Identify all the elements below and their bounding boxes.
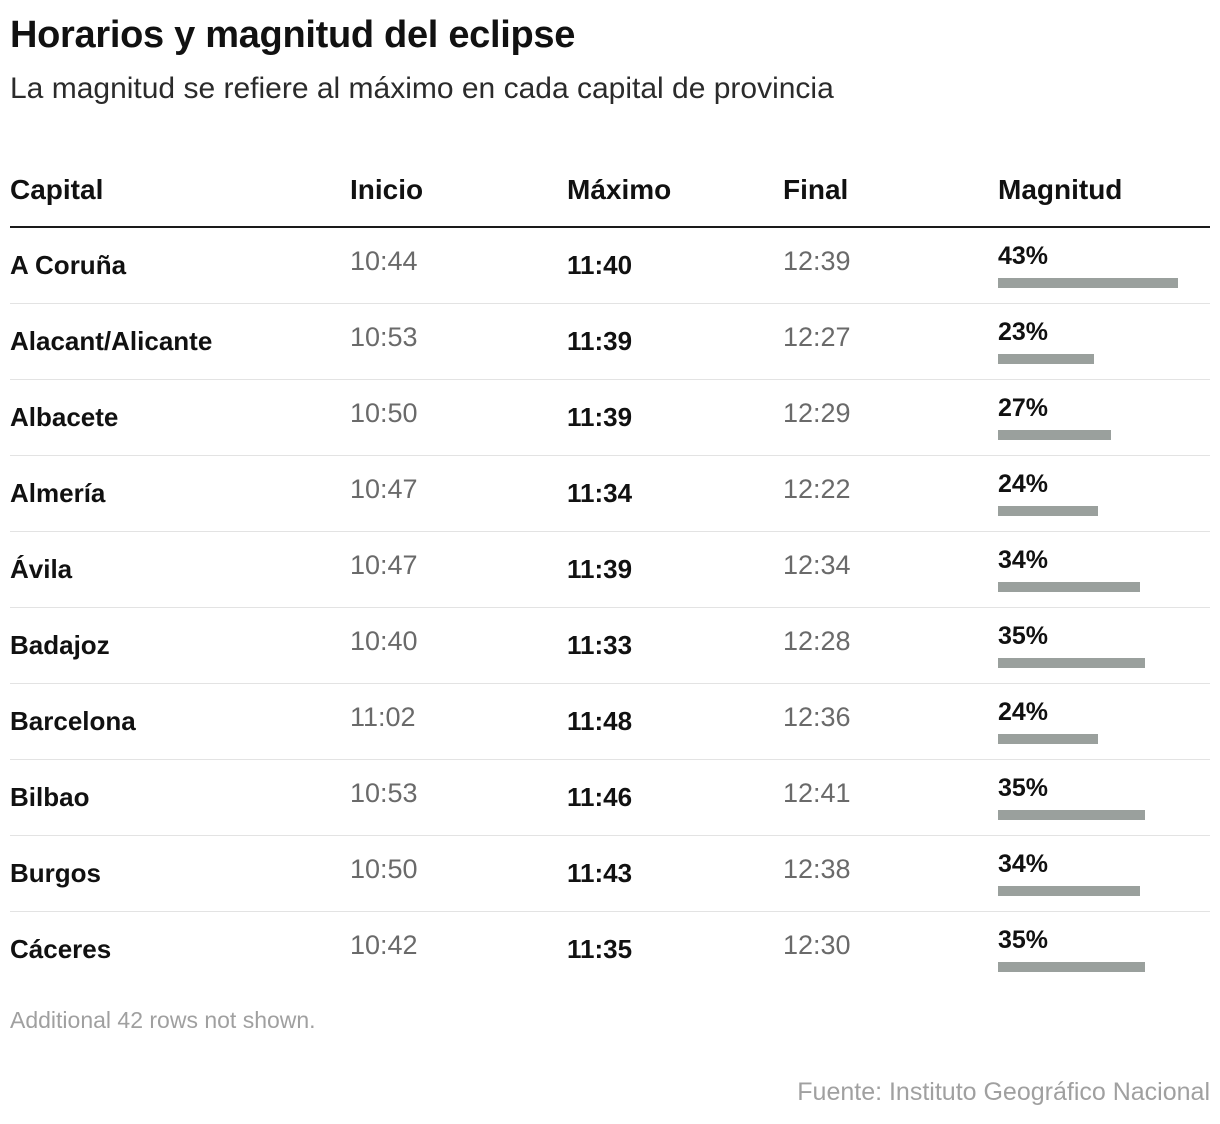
final-cell: 12:27 (783, 322, 851, 352)
table-row: Almería 10:47 11:34 12:22 24% (10, 456, 1210, 532)
capital-cell: Bilbao (10, 782, 90, 812)
magnitude-bar (998, 582, 1140, 592)
final-cell: 12:34 (783, 550, 851, 580)
inicio-cell: 10:40 (350, 626, 418, 656)
maximo-cell: 11:39 (567, 326, 633, 356)
final-cell: 12:39 (783, 246, 851, 276)
capital-cell: Albacete (10, 402, 119, 432)
magnitude-label: 24% (998, 470, 1049, 498)
table-row: Burgos 10:50 11:43 12:38 34% (10, 836, 1210, 912)
table-row: Bilbao 10:53 11:46 12:41 35% (10, 760, 1210, 836)
final-cell: 12:28 (783, 626, 851, 656)
magnitude-label: 24% (998, 698, 1049, 726)
table-row: Ávila 10:47 11:39 12:34 34% (10, 532, 1210, 608)
magnitude-label: 34% (998, 850, 1049, 878)
magnitude-label: 35% (998, 926, 1049, 954)
magnitude-bar (998, 430, 1111, 440)
capital-cell: Cáceres (10, 934, 112, 964)
table-body: A Coruña 10:44 11:40 12:39 43% Alacant/Alican… (10, 228, 1210, 988)
inicio-cell: 10:50 (350, 398, 418, 428)
maximo-cell: 11:39 (567, 402, 633, 432)
table-row: Alacant/Alicante 10:53 11:39 12:27 23% (10, 304, 1210, 380)
magnitude-label: 43% (998, 242, 1049, 270)
capital-cell: Barcelona (10, 706, 136, 736)
final-cell: 12:22 (783, 474, 851, 504)
inicio-cell: 10:50 (350, 854, 418, 884)
maximo-cell: 11:35 (567, 934, 633, 964)
magnitude-label: 27% (998, 394, 1049, 422)
maximo-cell: 11:46 (567, 782, 633, 812)
source-credit: Fuente: Instituto Geográfico Nacional (797, 1078, 1210, 1106)
final-cell: 12:36 (783, 702, 851, 732)
inicio-cell: 10:53 (350, 778, 418, 808)
capital-cell: Almería (10, 478, 106, 508)
column-header-maximo: Máximo (567, 174, 672, 205)
magnitude-label: 35% (998, 774, 1049, 802)
capital-cell: A Coruña (10, 250, 127, 280)
table-row: A Coruña 10:44 11:40 12:39 43% (10, 228, 1210, 304)
maximo-cell: 11:40 (567, 250, 633, 280)
column-header-capital: Capital (10, 174, 104, 205)
final-cell: 12:29 (783, 398, 851, 428)
magnitude-bar (998, 886, 1140, 896)
inicio-cell: 10:47 (350, 550, 418, 580)
final-cell: 12:30 (783, 930, 851, 960)
final-cell: 12:38 (783, 854, 851, 884)
magnitude-bar (998, 962, 1145, 972)
eclipse-table: Capital Inicio Máximo Final Magnitud A C… (10, 160, 1210, 988)
inicio-cell: 10:53 (350, 322, 418, 352)
magnitude-label: 23% (998, 318, 1049, 346)
table-row: Cáceres 10:42 11:35 12:30 35% (10, 912, 1210, 988)
magnitude-bar (998, 658, 1145, 668)
capital-cell: Badajoz (10, 630, 110, 660)
magnitude-bar (998, 506, 1098, 516)
capital-cell: Ávila (10, 554, 73, 584)
footnote: Additional 42 rows not shown. (10, 1007, 316, 1033)
column-header-final: Final (783, 174, 849, 205)
inicio-cell: 10:42 (350, 930, 418, 960)
magnitude-bar (998, 734, 1098, 744)
capital-cell: Alacant/Alicante (10, 326, 213, 356)
maximo-cell: 11:34 (567, 478, 633, 508)
table-row: Badajoz 10:40 11:33 12:28 35% (10, 608, 1210, 684)
chart-subtitle: La magnitud se refiere al máximo en cada… (10, 72, 834, 105)
column-header-inicio: Inicio (350, 174, 424, 205)
magnitude-label: 34% (998, 546, 1049, 574)
inicio-cell: 10:47 (350, 474, 418, 504)
maximo-cell: 11:33 (567, 630, 633, 660)
final-cell: 12:41 (783, 778, 851, 808)
chart-title: Horarios y magnitud del eclipse (10, 14, 576, 56)
magnitude-bar (998, 354, 1094, 364)
maximo-cell: 11:43 (567, 858, 633, 888)
column-header-magnitud: Magnitud (998, 174, 1123, 205)
table-row: Barcelona 11:02 11:48 12:36 24% (10, 684, 1210, 760)
table-row: Albacete 10:50 11:39 12:29 27% (10, 380, 1210, 456)
inicio-cell: 11:02 (350, 702, 416, 732)
magnitude-label: 35% (998, 622, 1049, 650)
maximo-cell: 11:39 (567, 554, 633, 584)
inicio-cell: 10:44 (350, 246, 418, 276)
maximo-cell: 11:48 (567, 706, 633, 736)
magnitude-bar (998, 810, 1145, 820)
magnitude-bar (998, 278, 1178, 288)
table-header: Capital Inicio Máximo Final Magnitud (10, 160, 1210, 228)
capital-cell: Burgos (10, 858, 101, 888)
